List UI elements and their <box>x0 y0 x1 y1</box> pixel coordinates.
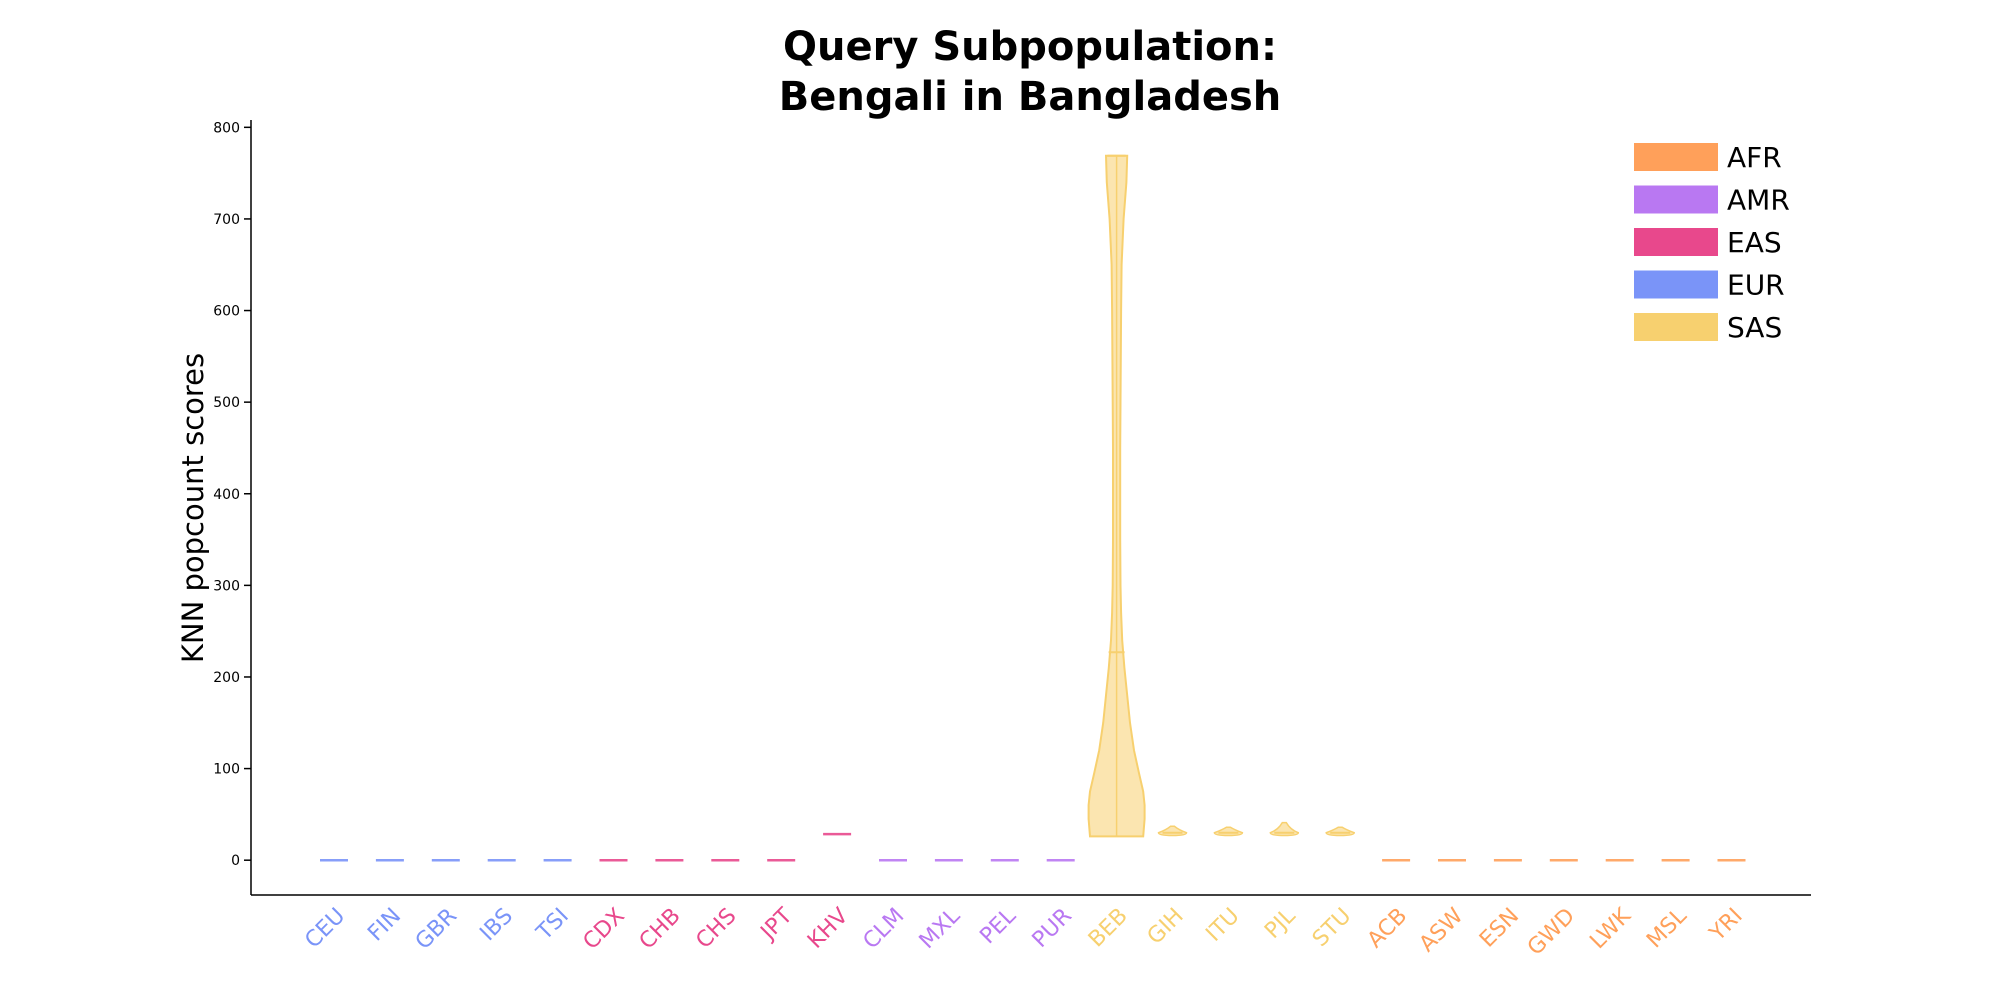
x-tick-label: STU <box>1308 904 1356 952</box>
y-tick-label: 300 <box>213 578 240 594</box>
legend-label-afr: AFR <box>1727 141 1782 174</box>
legend: AFR AMR EAS EUR SAS <box>1634 141 1790 344</box>
x-tick-label: LWK <box>1585 903 1636 954</box>
legend-label-sas: SAS <box>1727 311 1782 344</box>
x-tick-label: FIN <box>363 904 406 947</box>
y-tick-label: 200 <box>213 670 240 686</box>
violin-body <box>1157 825 1188 837</box>
x-tick-label: PUR <box>1028 904 1077 953</box>
x-tick-label: CDX <box>579 904 630 955</box>
chart-title-line-1: Query Subpopulation: <box>783 24 1277 70</box>
x-tick-label: ACB <box>1363 904 1413 954</box>
violin-beb <box>1087 154 1146 838</box>
legend-swatch-amr <box>1634 185 1718 214</box>
legend-swatch-sas <box>1634 313 1718 341</box>
x-axis-ticks: CEU FIN GBR IBS TSI CDX CHB CHS JPT KHV CLM MXL PEL P… <box>300 903 1747 961</box>
legend-swatch-eur <box>1634 270 1718 299</box>
legend-label-amr: AMR <box>1727 184 1790 217</box>
y-tick-label: 600 <box>213 304 240 320</box>
legend-label-eur: EUR <box>1727 269 1785 302</box>
x-tick-label: GIH <box>1143 904 1189 950</box>
x-tick-label: CLM <box>859 904 910 955</box>
x-tick-label: BEB <box>1084 904 1133 953</box>
y-tick-label: 500 <box>213 395 240 411</box>
y-axis-label: KNN popcount scores <box>176 353 210 663</box>
violin-itu <box>1213 826 1244 837</box>
x-tick-label: YRI <box>1704 904 1747 947</box>
x-tick-label: CEU <box>300 904 350 954</box>
x-tick-label: ASW <box>1415 903 1469 957</box>
x-tick-label: IBS <box>475 904 518 947</box>
violin-plots <box>320 154 1746 862</box>
x-tick-label: PJL <box>1260 903 1301 944</box>
chart-title-line-2: Bengali in Bangladesh <box>779 74 1282 120</box>
legend-swatch-afr <box>1634 143 1718 171</box>
x-tick-label: PEL <box>975 903 1021 949</box>
y-tick-label: 400 <box>213 487 240 503</box>
x-tick-label: MSL <box>1642 903 1692 953</box>
x-tick-label: CHS <box>691 904 741 954</box>
x-tick-label: MXL <box>915 903 966 954</box>
x-tick-label: JPT <box>755 903 798 946</box>
legend-label-eas: EAS <box>1727 226 1782 259</box>
violin-stu <box>1325 826 1355 837</box>
y-tick-label: 100 <box>213 762 240 778</box>
x-tick-label: CHB <box>635 904 686 955</box>
x-tick-label: GBR <box>411 904 462 955</box>
y-tick-label: 700 <box>213 212 240 228</box>
violin-body <box>1325 826 1355 837</box>
y-axis-ticks: 0 100 200 300 400 500 600 700 800 <box>213 120 251 869</box>
x-tick-label: TSI <box>531 904 573 946</box>
violin-body <box>1213 826 1244 837</box>
violin-gih <box>1157 825 1188 837</box>
y-tick-label: 800 <box>213 120 240 136</box>
legend-swatch-eas <box>1634 228 1718 256</box>
x-tick-label: ITU <box>1201 904 1244 947</box>
x-tick-label: KHV <box>803 904 853 954</box>
violin-pjl <box>1269 821 1300 837</box>
x-tick-label: GWD <box>1523 904 1580 961</box>
y-tick-label: 0 <box>231 853 240 869</box>
x-tick-label: ESN <box>1475 904 1524 953</box>
